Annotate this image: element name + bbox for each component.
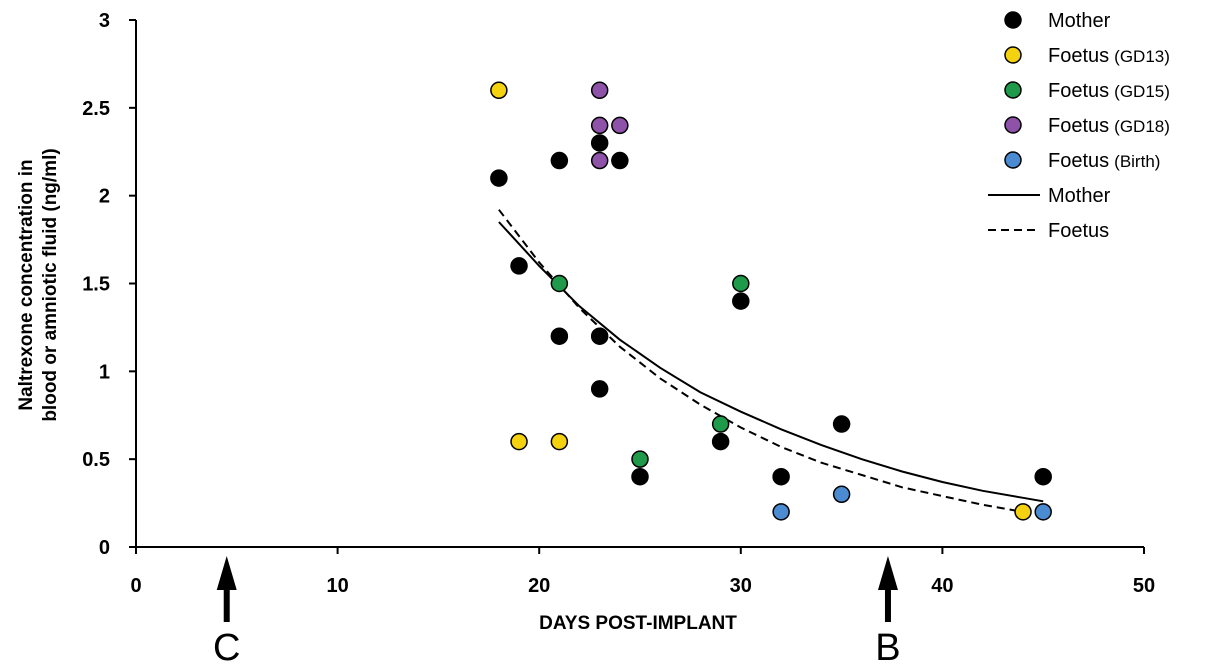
point-mother: [772, 467, 790, 486]
arrow-c-head: [216, 556, 237, 590]
point-foetus-gd15: [631, 450, 649, 468]
y-tick-label: 3: [99, 10, 110, 32]
legend-marker: [1004, 11, 1022, 29]
legend: Mother Foetus (GD13) Foetus (GD15) Foetus (GD1…: [988, 10, 1170, 242]
legend-marker: [1004, 81, 1022, 99]
trendline-foetus: [498, 209, 1044, 515]
x-tick-label: 40: [931, 575, 953, 597]
point-foetus-gd18: [590, 116, 609, 135]
point-foetus-gd13: [490, 81, 508, 100]
x-tick-label: 50: [1133, 575, 1155, 597]
legend-trendline-label: Foetus: [1048, 220, 1109, 242]
y-tick-label: 1: [99, 361, 110, 383]
y-tick-label: 1.5: [82, 274, 110, 296]
axes: 0 10 20 30 40 50 0 0.5 1 1.5 2 2.5 3: [82, 10, 1155, 597]
arrow-label-c: C: [213, 627, 240, 665]
point-mother: [711, 432, 730, 451]
x-tick-label: 30: [730, 575, 752, 597]
point-mother: [590, 380, 609, 398]
point-foetus-gd15: [711, 415, 730, 433]
y-axis-title-line: blood or amniotic fluid (ng/ml): [40, 148, 61, 421]
legend-marker: [1004, 151, 1022, 169]
y-tick-label: 0.5: [82, 449, 110, 471]
point-mother: [590, 134, 609, 152]
point-foetus-gd13: [510, 432, 528, 451]
y-tick-label: 0: [99, 537, 110, 559]
trendline-mother: [498, 221, 1044, 503]
legend-marker: [1004, 46, 1022, 64]
legend-entry-name: Foetus: [1048, 115, 1109, 137]
point-mother: [510, 257, 528, 275]
point-foetus-gd15: [732, 274, 750, 293]
legend-entry-label: Foetus (Birth): [1048, 150, 1160, 172]
point-foetus-gd13: [550, 432, 569, 451]
legend-entry-label: Mother: [1048, 10, 1111, 32]
y-tick-label: 2: [99, 186, 110, 208]
point-mother: [550, 327, 569, 345]
legend-entry-name: Foetus: [1048, 80, 1109, 102]
arrow-label-b: B: [875, 627, 900, 665]
trendlines: [498, 209, 1044, 515]
legend-entry-label: Foetus (GD15): [1048, 80, 1170, 102]
point-foetus-gd18: [590, 151, 609, 170]
legend-entry-name: Mother: [1048, 10, 1111, 32]
legend-entry-name: Foetus: [1048, 45, 1109, 67]
legend-trendline-label: Mother: [1048, 185, 1111, 207]
legend-entry-label: Foetus (GD13): [1048, 45, 1170, 67]
legend-entry-sub: (GD18): [1114, 117, 1170, 136]
point-mother: [631, 467, 649, 486]
point-mother: [1034, 467, 1052, 486]
data-points: [490, 81, 1052, 521]
x-axis-title: DAYS POST-IMPLANT: [539, 613, 737, 634]
point-foetus-birth: [1034, 503, 1052, 521]
point-foetus-gd18: [611, 116, 629, 135]
y-axis-title-line: Naltrexone concentration in: [16, 159, 37, 410]
legend-marker: [1004, 116, 1022, 134]
point-mother: [490, 169, 508, 187]
point-mother: [550, 151, 569, 170]
point-foetus-birth: [772, 503, 790, 521]
y-tick-label: 2.5: [82, 98, 110, 120]
y-axis-title: Naltrexone concentration in blood or amni…: [16, 148, 61, 421]
legend-entry-sub: (GD13): [1114, 47, 1170, 66]
x-tick-label: 20: [528, 575, 550, 597]
x-tick-label: 10: [326, 575, 348, 597]
point-foetus-gd13: [1014, 503, 1032, 521]
point-foetus-gd18: [590, 81, 609, 100]
point-mother: [732, 292, 750, 310]
legend-entry-name: Foetus: [1048, 150, 1109, 172]
point-foetus-gd15: [550, 274, 569, 293]
legend-entry-label: Foetus (GD18): [1048, 115, 1170, 137]
point-mother: [832, 415, 851, 433]
point-foetus-birth: [832, 485, 851, 504]
legend-entry-sub: (Birth): [1114, 152, 1160, 171]
arrow-b-shaft: [884, 588, 891, 622]
legend-entry-sub: (GD15): [1114, 82, 1170, 101]
point-mother: [590, 327, 609, 345]
point-mother: [611, 151, 629, 170]
x-tick-label: 0: [130, 575, 141, 597]
arrow-b-head: [877, 556, 898, 590]
arrow-c-shaft: [223, 588, 230, 622]
